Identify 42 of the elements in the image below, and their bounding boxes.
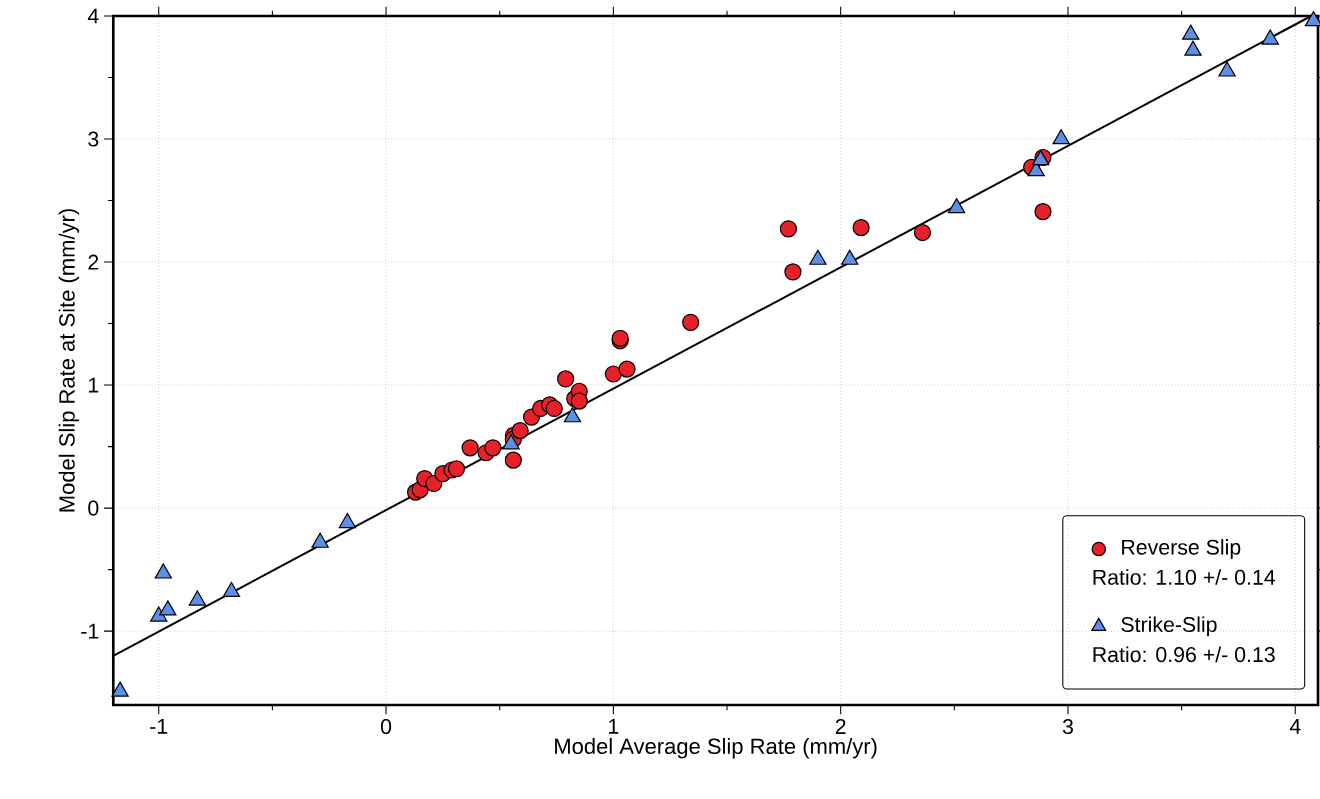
x-axis-title: Model Average Slip Rate (mm/yr) bbox=[555, 737, 877, 759]
annotation: Ratio: 0.96 +/- 0.13 bbox=[1093, 646, 1275, 663]
x-tick-label: -1 bbox=[150, 719, 168, 734]
y-tick-label: 0 bbox=[88, 500, 99, 516]
y-tick-label: -1 bbox=[81, 623, 99, 639]
point bbox=[511, 422, 529, 440]
y-tick-label: 1 bbox=[89, 377, 99, 393]
point bbox=[1052, 129, 1070, 145]
x-tick-label: 4 bbox=[1289, 719, 1301, 734]
point bbox=[557, 370, 575, 388]
point bbox=[484, 439, 502, 457]
point bbox=[545, 399, 563, 418]
x-tick-label: 0 bbox=[380, 719, 392, 735]
point bbox=[1034, 203, 1052, 221]
point bbox=[809, 249, 827, 265]
point bbox=[913, 223, 932, 242]
y-tick-label: 4 bbox=[87, 8, 99, 24]
point bbox=[779, 220, 797, 238]
y-tick-label: 3 bbox=[88, 131, 99, 147]
point bbox=[1184, 40, 1202, 56]
point bbox=[447, 460, 466, 478]
point bbox=[1261, 29, 1279, 45]
point bbox=[1218, 61, 1236, 77]
point bbox=[604, 365, 622, 383]
y-axis-title: Model Slip Rate at Site (mm/yr) bbox=[58, 209, 80, 512]
annotation: Ratio: 1.10 +/- 0.14 bbox=[1093, 569, 1276, 585]
point bbox=[784, 263, 802, 281]
x-tick-label: 2 bbox=[835, 719, 846, 734]
point bbox=[947, 198, 966, 214]
point bbox=[852, 219, 870, 237]
point bbox=[841, 249, 859, 265]
x-tick-label: 1 bbox=[609, 719, 619, 734]
point bbox=[618, 360, 636, 378]
legend-label: Strike-Slip bbox=[1121, 616, 1217, 637]
point bbox=[1182, 24, 1200, 40]
point bbox=[504, 451, 522, 469]
y-tick-label: 2 bbox=[88, 254, 99, 270]
point bbox=[570, 392, 588, 410]
point bbox=[682, 313, 700, 331]
point bbox=[461, 439, 479, 457]
x-tick-label: 3 bbox=[1062, 719, 1073, 735]
legend-label: Reverse Slip bbox=[1122, 539, 1241, 560]
